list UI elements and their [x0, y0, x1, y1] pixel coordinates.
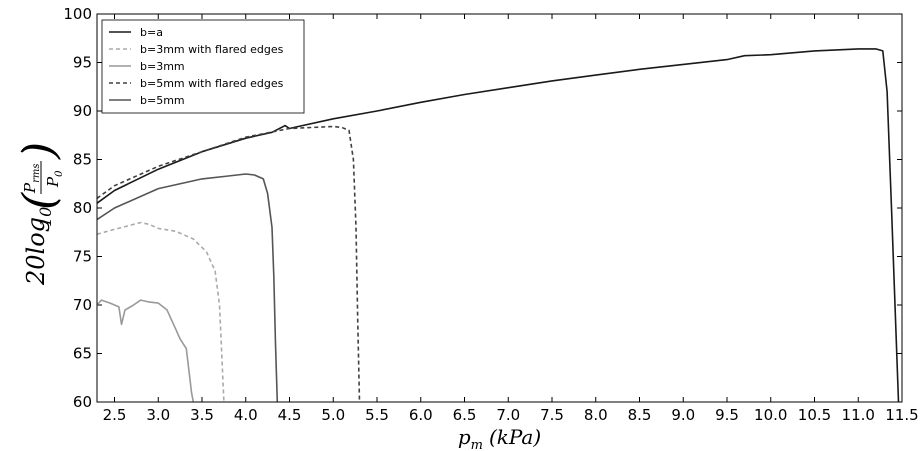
series-line-2 — [96, 221, 225, 403]
x-tick-label: 3.5 — [190, 406, 214, 424]
x-tick-label: 6.0 — [409, 406, 433, 424]
y-tick-label: 95 — [73, 54, 92, 72]
x-axis-title: pm (kPa) — [458, 425, 541, 451]
y-tick-label: 75 — [73, 248, 92, 266]
legend-box — [101, 19, 305, 114]
legend-label: b=3mm with flared edges — [140, 43, 284, 56]
series-layer — [96, 48, 900, 403]
y-axis-title-close-paren: ) — [14, 142, 65, 160]
x-axis-title-subscript: m — [471, 438, 483, 451]
x-tick-label: 7.5 — [540, 406, 564, 424]
legend: b=a b=3mm with flared edges b=3mm b=5mm wit… — [101, 19, 305, 114]
x-tick-labels: 2.5 3.0 3.5 4.0 4.5 5.0 5.5 6.0 6.5 7.0 7.5 8.0 8.5 9… — [103, 406, 919, 424]
legend-label: b=3mm — [140, 60, 185, 73]
x-tick-label: 8.5 — [628, 406, 652, 424]
x-tick-label: 3.0 — [146, 406, 170, 424]
x-tick-label: 6.5 — [453, 406, 477, 424]
legend-label: b=5mm with flared edges — [140, 77, 284, 90]
y-tick-label: 90 — [73, 102, 92, 120]
y-axis-title-denominator: P0 — [44, 170, 65, 188]
x-axis-title-symbol: p — [458, 425, 471, 449]
x-tick-label: 11.0 — [842, 406, 875, 424]
series-line-3 — [96, 299, 195, 403]
y-axis-title-numerator: Prms — [21, 164, 42, 195]
y-tick-label: 100 — [63, 5, 92, 23]
y-tick-label: 85 — [73, 151, 92, 169]
x-axis-title-unit: (kPa) — [489, 425, 541, 449]
x-tick-label: 5.0 — [321, 406, 345, 424]
x-tick-label: 11.5 — [885, 406, 918, 424]
y-axis-title: 20log 10 ( Prms P0 ) — [14, 142, 65, 286]
y-axis-title-prefix: 20log — [22, 217, 50, 286]
y-tick-label: 60 — [73, 393, 92, 411]
y-tick-label: 65 — [73, 345, 92, 363]
y-tick-labels: 60 65 70 75 80 85 90 95 100 — [63, 5, 92, 411]
y-axis-title-open-paren: ( — [14, 192, 65, 210]
series-line-4 — [96, 125, 361, 403]
x-tick-label: 4.5 — [278, 406, 302, 424]
series-line-1 — [96, 48, 900, 403]
plot-area-frame — [96, 13, 903, 403]
x-tick-label: 5.5 — [365, 406, 389, 424]
y-axis-title-subscript: 10 — [36, 207, 55, 227]
y-tick-label: 70 — [73, 296, 92, 314]
y-tick-label: 80 — [73, 199, 92, 217]
series-line-5 — [96, 173, 279, 403]
x-tick-label: 10.0 — [754, 406, 787, 424]
x-tick-label: 4.0 — [234, 406, 258, 424]
legend-label: b=a — [140, 26, 163, 39]
x-tick-label: 9.5 — [715, 406, 739, 424]
x-tick-label: 2.5 — [103, 406, 127, 424]
x-tick-label: 7.0 — [496, 406, 520, 424]
x-tick-label: 9.0 — [671, 406, 695, 424]
x-tick-label: 8.0 — [584, 406, 608, 424]
x-tick-label: 10.5 — [798, 406, 831, 424]
legend-label: b=5mm — [140, 94, 185, 107]
